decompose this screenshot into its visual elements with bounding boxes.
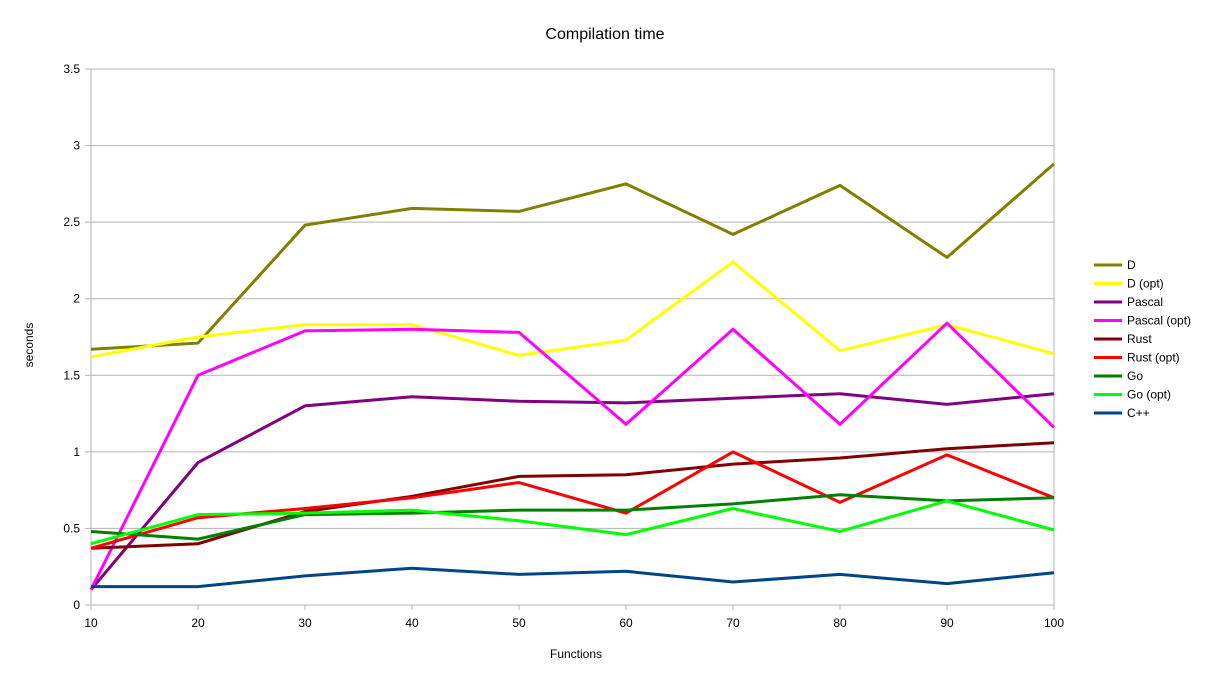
y-axis-label: seconds [22,323,36,368]
y-tick-label: 0 [73,598,80,612]
legend-label-rust-opt: Rust (opt) [1127,351,1180,365]
series-line-pascal-opt [89,321,1056,591]
x-tick-label: 30 [298,616,312,630]
series-line-go-opt [90,499,1055,546]
x-tick-label: 10 [84,616,98,630]
x-tick-label: 100 [1044,616,1064,630]
legend: D D (opt) Pascal Pascal (opt) Rust Rust (opt)… [1094,258,1191,420]
series-line-d-opt [90,260,1055,359]
legend-label-d: D [1127,258,1136,272]
x-tick-label: 60 [619,616,633,630]
series-line-d [90,162,1055,351]
y-axis: 0 0.5 1 1.5 2 2.5 3 3.5 [63,62,91,612]
y-tick-label: 3.5 [63,62,80,76]
legend-label-d-opt: D (opt) [1127,277,1164,291]
plot-area [90,68,1055,606]
y-tick-label: 2.5 [63,215,80,229]
legend-label-cpp: C++ [1127,406,1150,420]
chart-title: Compilation time [545,26,664,43]
x-axis-label: Functions [550,647,602,661]
series-line-go [90,493,1055,541]
y-tick-label: 1 [73,445,80,459]
series-lines [89,162,1056,591]
legend-label-go-opt: Go (opt) [1127,388,1171,402]
x-tick-label: 80 [833,616,847,630]
series-line-cpp [91,566,1055,589]
legend-label-pascal-opt: Pascal (opt) [1127,314,1191,328]
y-tick-label: 1.5 [63,368,80,382]
legend-label-go: Go [1127,369,1143,383]
y-tick-label: 3 [73,139,80,153]
series-line-rust [90,441,1055,550]
legend-label-pascal: Pascal [1127,295,1163,309]
x-tick-label: 50 [512,616,526,630]
grid [91,68,1054,606]
x-tick-label: 20 [191,616,205,630]
series-line-pascal [89,392,1055,591]
x-axis: 10 20 30 40 50 60 70 80 90 100 [84,605,1064,630]
y-tick-label: 0.5 [63,521,80,535]
x-tick-label: 90 [940,616,954,630]
y-tick-label: 2 [73,292,80,306]
legend-label-rust: Rust [1127,332,1152,346]
x-tick-label: 70 [726,616,740,630]
x-tick-label: 40 [405,616,419,630]
